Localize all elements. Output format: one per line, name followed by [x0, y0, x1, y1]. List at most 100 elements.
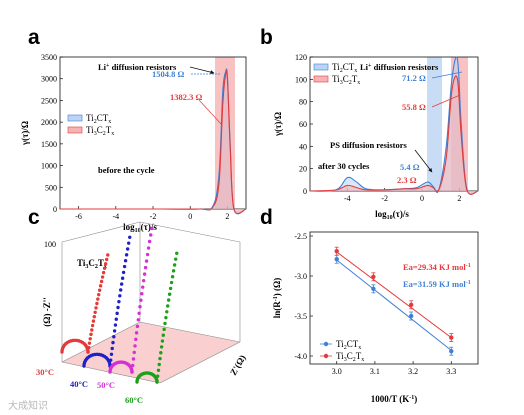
nyquist-tail-point-50°C: [141, 278, 146, 283]
nyquist-tail-point-50°C: [143, 265, 148, 270]
nyquist-tail-point-30°C: [88, 337, 92, 341]
nyquist-tail-point-60°C: [173, 257, 178, 261]
nyquist-tail-point-30°C: [103, 262, 108, 266]
nyquist-tail-point-60°C: [166, 298, 171, 302]
nyquist-tail-point-30°C: [106, 253, 110, 257]
x-tick-label: 0: [188, 212, 192, 221]
nyquist-tail-point-60°C: [157, 362, 161, 367]
nyquist-tail-point-50°C: [148, 233, 153, 237]
y-tick-label: 100: [295, 75, 307, 84]
x-tick-label: 3.2: [408, 367, 418, 376]
panel-b-legend: Ti2CTx Ti3C2Tx: [313, 62, 360, 86]
nyquist-tail-point-40°C: [118, 294, 122, 298]
nyquist-tail-point-30°C: [102, 266, 107, 270]
panel-b-ps-blue: 5.4 Ω: [400, 162, 420, 172]
x-tick-label: 3.0: [332, 367, 342, 376]
nyquist-tail-point-50°C: [145, 252, 150, 257]
nyquist-tail-point-30°C: [93, 310, 97, 315]
nyquist-tail-point-50°C: [132, 350, 136, 355]
nyquist-tail-point-50°C: [137, 311, 141, 315]
nyquist-tail-point-30°C: [101, 270, 106, 275]
nyquist-tail-point-50°C: [131, 357, 136, 361]
series-area-red: [310, 75, 478, 195]
nyquist-tail-point-50°C: [141, 285, 145, 289]
nyquist-tail-point-60°C: [161, 333, 165, 337]
nyquist-tail-point-60°C: [159, 345, 164, 349]
panel-b: b 0 20 40 60 80 100 120 -4 -2 0 2 γ(τ)/Ω log10(τ)…: [260, 26, 479, 221]
nyquist-tail-point-40°C: [114, 317, 118, 321]
nyquist-tail-point-30°C: [104, 257, 109, 262]
y-tick-label: 40: [299, 142, 307, 151]
panel-d-ea-blue: Ea=31.59 KJ mol-1: [403, 279, 471, 289]
data-point-red: [334, 249, 339, 254]
nyquist-tail-point-50°C: [135, 324, 140, 329]
nyquist-tail-point-40°C: [120, 276, 125, 280]
nyquist-tail-point-60°C: [167, 292, 172, 296]
y-tick-label: 0: [303, 187, 307, 196]
legend-swatch-ti2ctx: [313, 63, 329, 71]
panel-b-condition: after 30 cycles: [318, 161, 370, 171]
panel-d-x-ticks: 3.0 3.1 3.2 3.3: [332, 361, 456, 376]
nyquist-tail-point-40°C: [125, 247, 130, 251]
series-line-red: [60, 70, 247, 215]
x-tick-label: 3.1: [370, 367, 380, 376]
data-point-blue: [449, 349, 454, 354]
nyquist-tail-point-40°C: [124, 253, 129, 257]
y-tick-label: 60: [299, 120, 307, 129]
data-point-red: [371, 274, 376, 279]
y-tick-label: 3500: [41, 53, 57, 62]
nyquist-tail-point-40°C: [123, 259, 128, 263]
panel-d-legend: Ti2CTx Ti3C2Tx: [320, 339, 364, 363]
series-line-red: [309, 75, 479, 195]
nyquist-tail-point-60°C: [156, 374, 160, 378]
nyquist-tail-point-30°C: [94, 306, 98, 310]
legend-label-ti2ctx: Ti2CTx: [86, 113, 111, 125]
nyquist-tail-point-50°C: [146, 246, 151, 250]
nyquist-tail-point-50°C: [136, 318, 140, 322]
fit-line-red: [336, 251, 452, 339]
data-point-red: [449, 335, 454, 340]
nyquist-tail-point-40°C: [119, 288, 123, 292]
y-tick-label: 1000: [41, 162, 57, 171]
nyquist-tail-point-40°C: [117, 299, 121, 304]
nyquist-tail-point-30°C: [97, 292, 101, 297]
nyquist-tail-point-50°C: [133, 344, 137, 348]
panel-b-blue-pointer: [431, 71, 463, 79]
panel-b-blue-value: 71.2 Ω: [402, 73, 426, 83]
nyquist-tail-point-60°C: [163, 321, 167, 326]
nyquist-tail-point-40°C: [126, 241, 131, 245]
x-tick-label: 0: [420, 194, 424, 203]
nyquist-tail-point-60°C: [158, 356, 162, 361]
nyquist-tail-point-40°C: [115, 311, 119, 316]
panel-d-xlabel: 1000/T (K-1): [371, 394, 418, 404]
y-tick-label: 20: [299, 165, 307, 174]
nyquist-tail-point-30°C: [96, 297, 100, 301]
nyquist-tail-point-60°C: [155, 380, 159, 384]
panel-c-label-30: 30°C: [36, 367, 54, 377]
nyquist-tail-point-50°C: [150, 226, 154, 231]
panel-b-xlabel: log10(τ)/s: [375, 209, 409, 221]
panel-c-box: [61, 221, 241, 384]
nyquist-tail-point-40°C: [112, 335, 116, 339]
y-tick-label: -4.0: [294, 352, 307, 361]
nyquist-tail-point-40°C: [122, 264, 127, 269]
panel-c-label-40: 40°C: [70, 379, 88, 389]
panel-a-series: [60, 68, 247, 215]
panel-a-condition: before the cycle: [98, 165, 155, 175]
nyquist-tail-point-50°C: [131, 363, 135, 368]
nyquist-tail-point-60°C: [164, 315, 168, 320]
data-point-blue: [371, 286, 376, 291]
panel-a-li-arrow: [189, 66, 215, 75]
panel-c-series: [60, 226, 179, 384]
nyquist-tail-point-40°C: [119, 282, 124, 286]
nyquist-tail-point-60°C: [172, 263, 177, 267]
x-tick-label: -4: [112, 212, 119, 221]
nyquist-tail-point-60°C: [168, 286, 173, 291]
nyquist-tail-point-50°C: [138, 305, 142, 309]
data-point-blue: [334, 257, 339, 262]
panel-c-z100: 100: [44, 240, 56, 249]
nyquist-tail-point-40°C: [112, 329, 117, 333]
nyquist-tail-point-50°C: [130, 370, 134, 374]
data-point-red: [408, 302, 414, 307]
